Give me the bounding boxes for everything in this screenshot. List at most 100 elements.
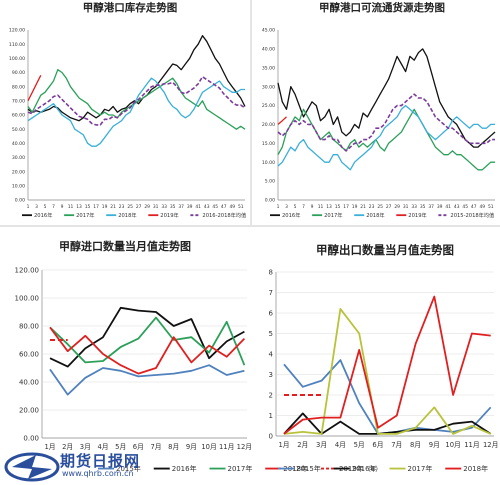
legend-label: 2017年 (228, 464, 253, 473)
x-tick-label: 15 (335, 204, 341, 210)
legend-label: 2018年 (118, 211, 136, 219)
x-tick-label: 35 (420, 204, 426, 210)
y-tick-label: 120.00 (9, 28, 25, 34)
x-tick-label: 45 (462, 204, 468, 210)
y-tick-label: 40.00 (12, 141, 25, 147)
series-line (27, 35, 246, 122)
y-tick-label: 25.00 (262, 103, 275, 109)
series-line (49, 306, 245, 368)
legend-label: 2019年 (408, 211, 426, 219)
y-tick-label: 8 (269, 268, 273, 276)
y-tick-label: 35.00 (262, 65, 275, 71)
x-tick-label: 17 (93, 204, 99, 210)
y-tick-label: 30.00 (12, 155, 25, 161)
legend-label: 2018年 (283, 464, 308, 473)
series-line (49, 364, 245, 396)
chart-title: 甲醇出口数量当月值走势图 (316, 243, 454, 257)
x-tick-label: 13 (76, 204, 82, 210)
watermark-brand: 期货日报网 (60, 452, 141, 470)
legend-label: 2019年（E） (339, 464, 382, 473)
x-tick-label: 6月 (372, 441, 383, 449)
x-tick-label: 12月 (483, 441, 498, 449)
x-tick-label: 37 (428, 204, 434, 210)
y-tick-label: 0.00 (23, 434, 39, 442)
chart-title: 甲醇港口库存走势图 (83, 1, 178, 14)
x-tick-label: 2月 (297, 441, 308, 449)
series-line (27, 76, 246, 126)
x-tick-label: 43 (204, 204, 210, 210)
x-tick-label: 31 (403, 204, 409, 210)
x-tick-label: 4月 (335, 441, 346, 449)
x-tick-label: 9月 (429, 441, 440, 449)
legend-label: 2017年 (76, 211, 94, 219)
x-tick-label: 5 (44, 204, 47, 210)
x-tick-label: 51 (238, 204, 244, 210)
legend: 2016年 2017年 2018年 2019年 2016-2018年均值 (22, 211, 246, 219)
y-tick-label: 20.00 (262, 122, 275, 128)
x-tick-label: 23 (369, 204, 375, 210)
x-tick-label: 41 (195, 204, 201, 210)
legend-label: 2015-2018年均值 (450, 211, 494, 219)
y-tick-label: 40.00 (262, 46, 275, 52)
x-tick-label: 5 (294, 204, 297, 210)
x-tick-label: 35 (170, 204, 176, 210)
series-line (49, 326, 246, 375)
series-line (277, 93, 495, 152)
series-line (27, 77, 245, 147)
x-tick-label: 7 (52, 204, 55, 210)
x-tick-label: 45 (212, 204, 218, 210)
x-tick-label: 6月 (133, 443, 144, 451)
x-tick-label: 9 (61, 204, 64, 210)
x-tick-label: 29 (394, 204, 400, 210)
x-tick-label: 25 (127, 204, 133, 210)
y-tick-label: 5.00 (265, 179, 275, 185)
x-tick-label: 3 (285, 204, 288, 210)
y-tick-label: 20.00 (12, 169, 25, 175)
legend-label: 2017年 (408, 464, 433, 473)
y-tick-label: 120.00 (15, 266, 40, 274)
watermark-logo (4, 452, 60, 482)
legend-label: 2018年 (463, 464, 488, 473)
series-line (277, 104, 495, 171)
chart-port-inventory: 甲醇港口库存走势图 0.00 10.00 20.00 30.00 40.00 50.00 60… (9, 1, 246, 219)
x-tick-label: 1月 (44, 443, 55, 451)
x-tick-label: 33 (411, 204, 417, 210)
y-tick-label: 80.00 (12, 84, 25, 90)
series-line (283, 308, 492, 435)
chart-import-monthly: 甲醇进口数量当月值走势图 0.00 20.00 40.00 60.00 80.00 100.… (15, 239, 383, 473)
x-tick-label: 39 (437, 204, 443, 210)
x-tick-label: 8月 (410, 441, 421, 449)
chart-export-monthly: 甲醇出口数量当月值走势图 0 1 2 3 4 5 6 7 8 1月 2月 3月 4月 5月 6月 7月 8月 9月 1… (269, 243, 499, 473)
x-tick-label: 19 (352, 204, 358, 210)
y-tick-label: 50.00 (12, 127, 25, 133)
x-tick-label: 2月 (62, 443, 73, 451)
y-tick-label: 90.00 (12, 70, 25, 76)
x-tick-label: 5月 (115, 443, 126, 451)
x-tick-label: 1月 (278, 441, 289, 449)
y-tick-label: 6 (269, 309, 274, 317)
legend-label: 2019年 (160, 211, 178, 219)
x-tick-label: 4月 (97, 443, 108, 451)
y-tick-label: 70.00 (12, 98, 25, 104)
x-tick-label: 47 (221, 204, 227, 210)
x-tick-label: 51 (488, 204, 494, 210)
x-tick-label: 13 (326, 204, 332, 210)
y-tick-label: 2 (269, 391, 273, 399)
x-tick-label: 3月 (316, 441, 327, 449)
y-tick-label: 0.00 (15, 198, 25, 204)
x-tick-label: 49 (229, 204, 235, 210)
series-line (283, 295, 491, 435)
legend-label: 2015年 (116, 464, 141, 473)
x-tick-label: 27 (136, 204, 142, 210)
y-tick-label: 60.00 (12, 113, 25, 119)
y-tick-label: 20.00 (19, 406, 39, 414)
legend-label: 2016年 (172, 464, 197, 473)
x-tick-label: 1 (277, 204, 280, 210)
x-tick-label: 7月 (391, 441, 402, 449)
x-tick-label: 21 (360, 204, 366, 210)
x-tick-label: 49 (479, 204, 485, 210)
x-tick-label: 41 (445, 204, 451, 210)
y-tick-label: 3 (269, 371, 273, 379)
chart-title: 甲醇进口数量当月值走势图 (59, 239, 191, 253)
